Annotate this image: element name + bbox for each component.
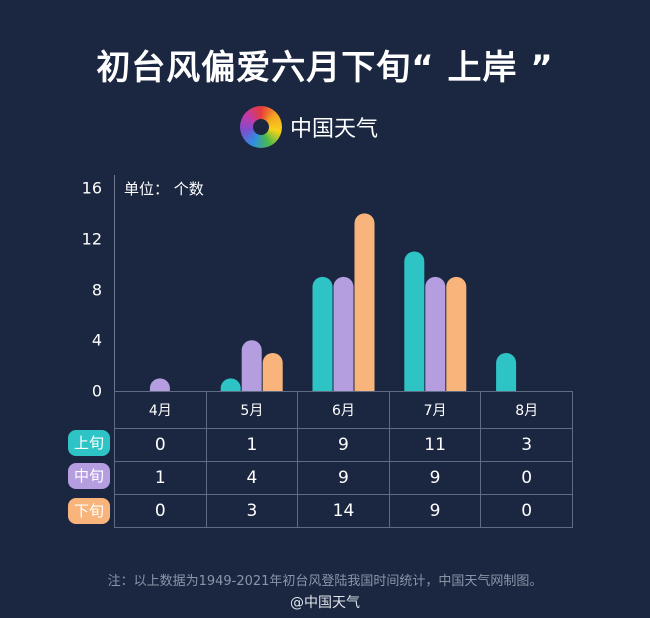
data-label: 11 [388, 428, 482, 462]
category-label: 8月 [480, 391, 573, 429]
bar-上旬-7月 [404, 251, 425, 391]
bar-上旬-6月 [312, 276, 333, 391]
y-tick-label: 8 [91, 280, 102, 299]
logo: 中国天气 [240, 106, 378, 148]
y-axis [114, 175, 115, 391]
bar-中旬-7月 [425, 276, 446, 391]
data-label: 14 [297, 494, 390, 528]
data-label: 3 [480, 428, 573, 462]
data-label: 0 [480, 494, 573, 528]
bar-下旬-7月 [446, 276, 467, 391]
data-label: 0 [114, 494, 207, 528]
data-label: 0 [480, 461, 573, 495]
bar-下旬-6月 [354, 213, 375, 391]
legend-上旬: 上旬 [68, 430, 110, 456]
y-tick-label: 0 [91, 381, 102, 401]
unit-label: 单位： 个数 [124, 180, 204, 198]
data-label: 1 [114, 461, 207, 495]
data-label: 9 [388, 461, 482, 495]
data-label: 9 [388, 494, 482, 528]
category-label: 7月 [388, 391, 482, 429]
category-label: 4月 [114, 391, 207, 429]
y-tick-label: 12 [81, 229, 102, 249]
bar-中旬-5月 [241, 340, 262, 391]
data-label: 1 [205, 428, 299, 462]
category-label: 6月 [297, 391, 390, 429]
data-label: 3 [205, 494, 299, 528]
legend-中旬: 中旬 [68, 463, 110, 489]
data-label: 9 [297, 428, 390, 462]
category-label: 5月 [205, 391, 299, 429]
weibo-handle: @中国天气 [290, 595, 360, 611]
bar-中旬-6月 [333, 276, 354, 391]
legend-下旬: 下旬 [68, 498, 110, 524]
bar-下旬-5月 [262, 352, 283, 391]
bar-上旬-5月 [220, 378, 241, 391]
logo-icon [240, 106, 282, 148]
data-label: 9 [297, 461, 390, 495]
data-label: 0 [114, 428, 207, 462]
data-label: 4 [205, 461, 299, 495]
logo-text: 中国天气 [290, 117, 379, 142]
y-tick-label: 16 [81, 178, 102, 198]
footnote: 注：以上数据为1949-2021年初台风登陆我国时间统计，中国天气网制图。 [107, 574, 543, 589]
page-title: 初台风偏爱六月下旬“ 上岸 ” [96, 48, 554, 88]
bar-上旬-8月 [496, 352, 517, 391]
bar-中旬-4月 [149, 378, 170, 391]
y-tick-label: 4 [91, 330, 102, 350]
